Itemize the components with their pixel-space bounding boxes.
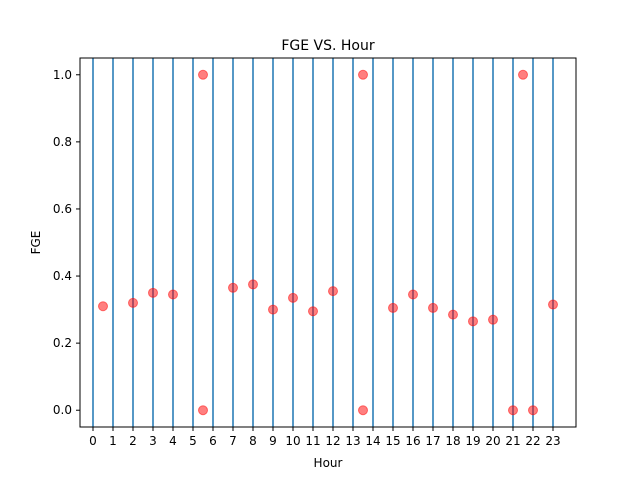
scatter-point-5 <box>199 406 208 415</box>
x-tick-label-16: 16 <box>405 434 420 448</box>
scatter-point-19 <box>489 315 498 324</box>
x-tick-label-22: 22 <box>525 434 540 448</box>
x-tick-label-21: 21 <box>505 434 520 448</box>
scatter-point-13 <box>359 406 368 415</box>
x-tick-label-5: 5 <box>189 434 197 448</box>
y-tick-label-4: 0.8 <box>53 135 72 149</box>
x-tick-label-23: 23 <box>545 434 560 448</box>
x-tick-label-0: 0 <box>89 434 97 448</box>
x-tick-label-4: 4 <box>169 434 177 448</box>
scatter-point-0 <box>99 302 108 311</box>
scatter-point-22 <box>529 406 538 415</box>
scatter-point-12 <box>359 70 368 79</box>
scatter-point-6 <box>229 283 238 292</box>
x-tick-label-13: 13 <box>345 434 360 448</box>
scatter-point-21 <box>519 70 528 79</box>
y-tick-label-1: 0.2 <box>53 336 72 350</box>
scatter-point-16 <box>429 303 438 312</box>
scatter-point-3 <box>169 290 178 299</box>
scatter-point-18 <box>469 317 478 326</box>
x-tick-label-7: 7 <box>229 434 237 448</box>
x-tick-label-20: 20 <box>485 434 500 448</box>
x-tick-label-1: 1 <box>109 434 117 448</box>
scatter-point-4 <box>199 70 208 79</box>
scatter-point-14 <box>389 303 398 312</box>
x-tick-label-10: 10 <box>285 434 300 448</box>
y-axis-label: FGE <box>29 231 43 255</box>
x-tick-label-8: 8 <box>249 434 257 448</box>
x-axis-label: Hour <box>314 456 343 470</box>
x-tick-label-3: 3 <box>149 434 157 448</box>
x-tick-label-2: 2 <box>129 434 137 448</box>
y-tick-label-5: 1.0 <box>53 68 72 82</box>
x-tick-label-6: 6 <box>209 434 217 448</box>
x-tick-label-15: 15 <box>385 434 400 448</box>
scatter-point-20 <box>509 406 518 415</box>
scatter-point-11 <box>329 287 338 296</box>
x-tick-label-9: 9 <box>269 434 277 448</box>
scatter-point-7 <box>249 280 258 289</box>
x-tick-label-19: 19 <box>465 434 480 448</box>
scatter-point-2 <box>149 288 158 297</box>
scatter-point-10 <box>309 307 318 316</box>
x-tick-label-11: 11 <box>305 434 320 448</box>
x-tick-label-12: 12 <box>325 434 340 448</box>
scatter-point-15 <box>409 290 418 299</box>
scatter-point-8 <box>269 305 278 314</box>
chart-title: FGE VS. Hour <box>281 38 375 54</box>
x-tick-label-17: 17 <box>425 434 440 448</box>
x-tick-label-14: 14 <box>365 434 380 448</box>
scatter-point-17 <box>449 310 458 319</box>
y-tick-label-0: 0.0 <box>53 403 72 417</box>
scatter-point-9 <box>289 293 298 302</box>
x-tick-label-18: 18 <box>445 434 460 448</box>
y-tick-label-3: 0.6 <box>53 202 72 216</box>
scatter-point-23 <box>549 300 558 309</box>
scatter-point-1 <box>129 298 138 307</box>
y-tick-label-2: 0.4 <box>53 269 72 283</box>
